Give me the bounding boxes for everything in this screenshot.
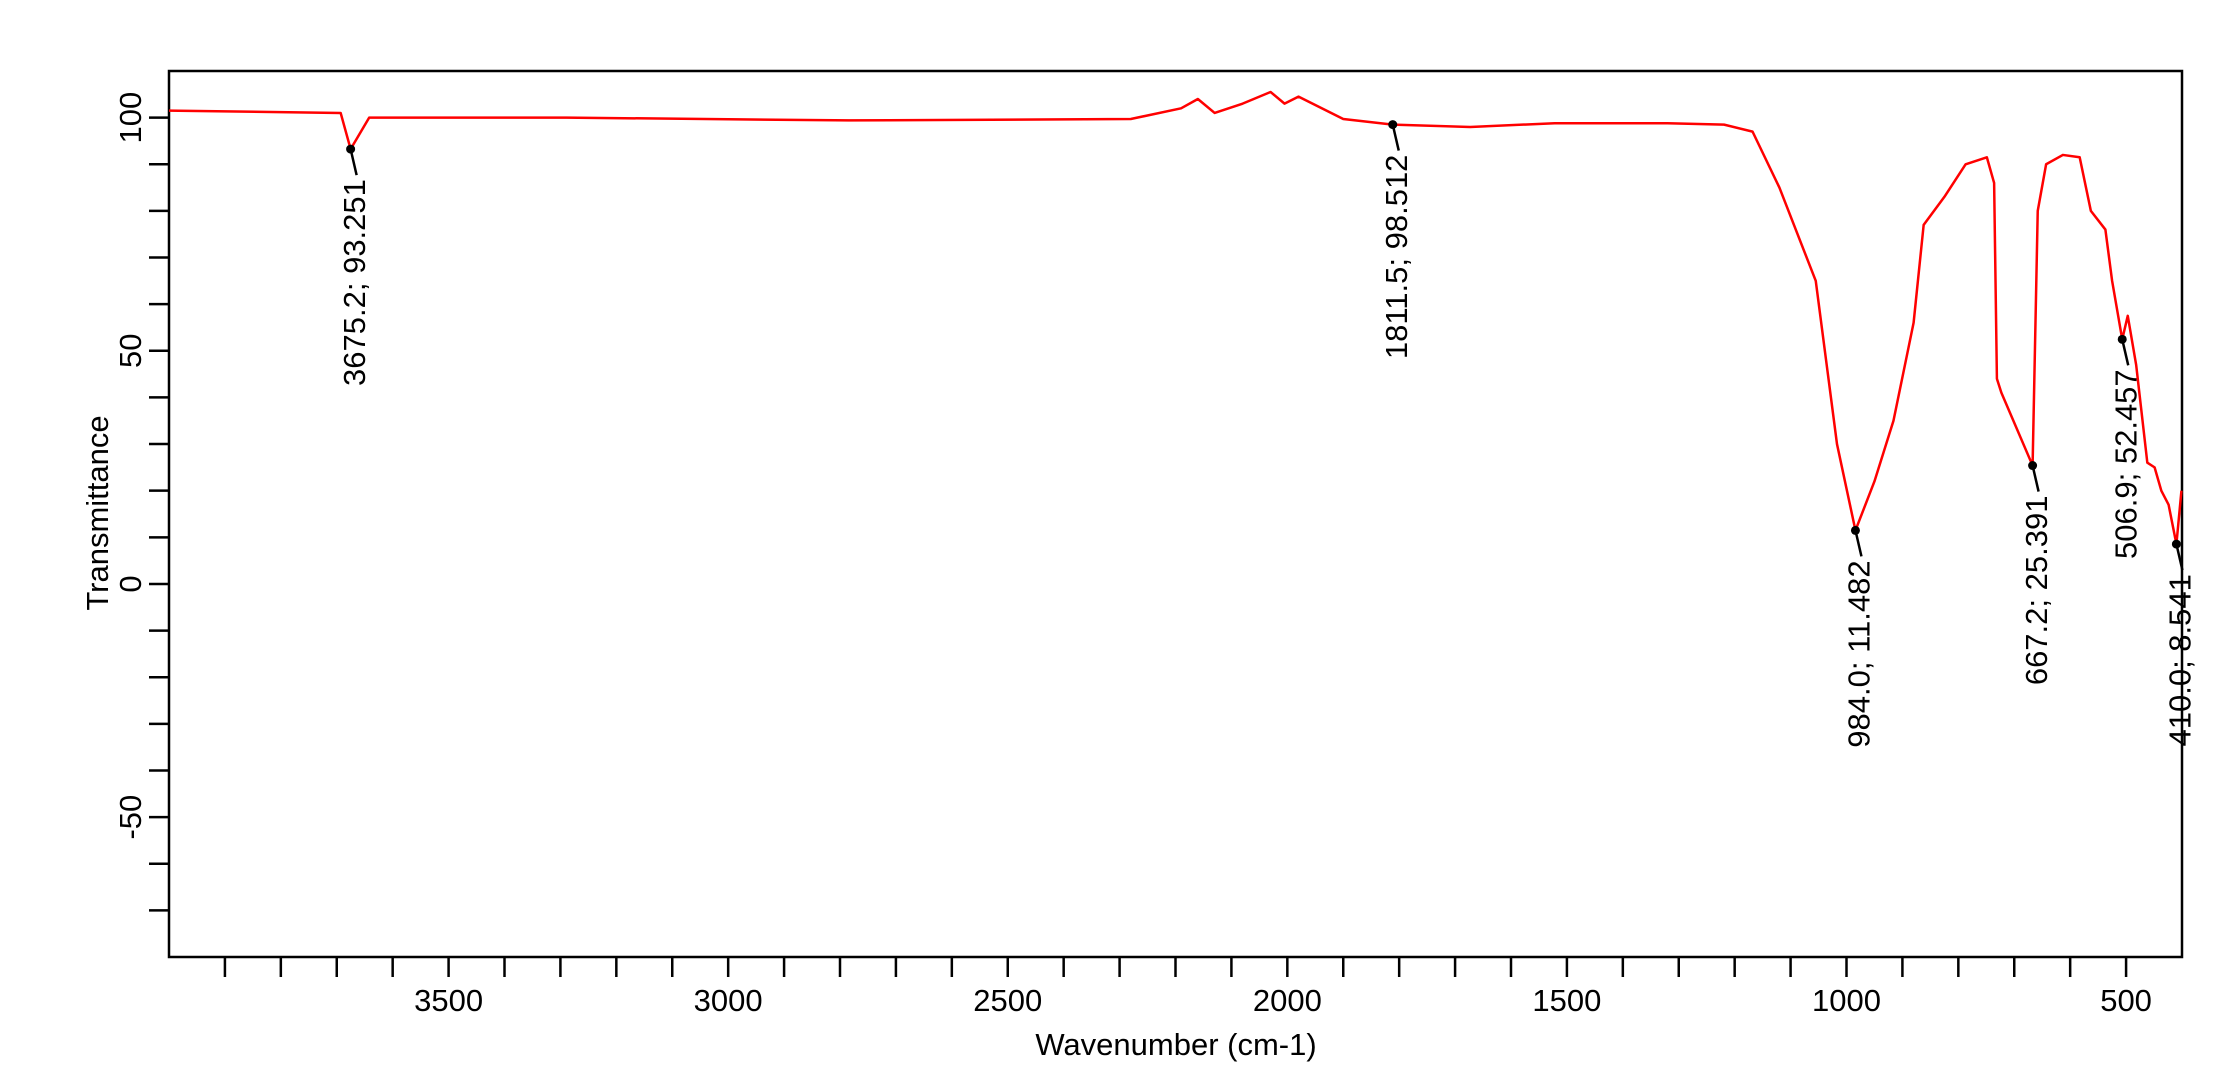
x-tick-label: 2500 [973,983,1042,1018]
annotation-point [1850,525,1860,535]
y-tick-label: 50 [113,334,148,368]
x-tick-label: 3000 [694,983,763,1018]
y-tick-label: -50 [113,795,148,840]
annotation-label: 984.0; 11.482 [1842,560,1877,747]
annotation-point [2028,461,2038,471]
annotation-point [346,144,356,154]
annotation-label: 1811.5; 98.512 [1379,155,1414,360]
annotation-label: 410.0; 8.541 [2163,574,2198,746]
annotation-label: 506.9; 52.457 [2108,369,2143,559]
y-axis-label: Transmittance [80,415,115,610]
annotation-label: 3675.2; 93.251 [337,179,372,386]
annotation-label: 667.2; 25.391 [2019,496,2054,686]
x-tick-label: 1500 [1532,983,1601,1018]
x-tick-label: 500 [2100,983,2152,1018]
annotation-point [2171,539,2181,549]
x-tick-label: 3500 [414,983,483,1018]
spectrum-line [168,90,2183,546]
y-tick-label: 0 [113,575,148,592]
y-tick-label: 100 [113,92,148,144]
annotation-point [2117,334,2127,344]
plot-frame [167,69,2184,959]
x-tick-label: 1000 [1812,983,1881,1018]
x-tick-label: 2000 [1253,983,1322,1018]
x-axis-label: Wavenumber (cm-1) [1035,1027,1316,1062]
annotation-point [1388,120,1398,130]
